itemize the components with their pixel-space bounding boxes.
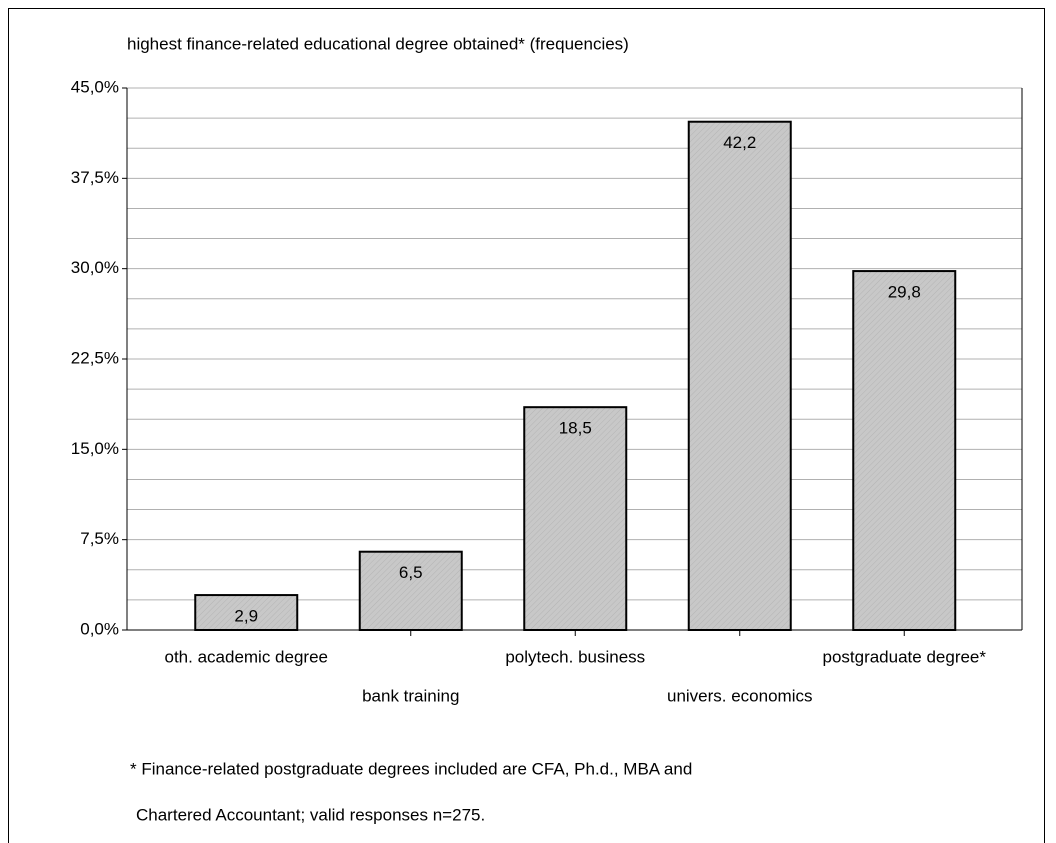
y-tick-label: 30,0% [71, 258, 119, 277]
footnote: * Finance-related postgraduate degrees i… [130, 759, 692, 778]
x-tick-label: polytech. business [505, 647, 645, 666]
y-tick-label: 0,0% [80, 619, 119, 638]
y-tick-label: 22,5% [71, 348, 119, 367]
bar [194, 594, 299, 631]
value-label: 2,9 [234, 607, 258, 626]
value-label: 42,2 [723, 133, 756, 152]
y-tick-label: 37,5% [71, 168, 119, 187]
x-tick-label: bank training [362, 686, 459, 705]
x-tick-label: univers. economics [667, 686, 813, 705]
bar [687, 120, 792, 631]
bar [358, 550, 463, 632]
value-label: 6,5 [399, 563, 423, 582]
bar [852, 270, 957, 631]
y-tick-label: 15,0% [71, 439, 119, 458]
chart-title: highest finance-related educational degr… [127, 34, 629, 53]
x-tick-label: oth. academic degree [165, 647, 329, 666]
footnote: Chartered Accountant; valid responses n=… [136, 805, 485, 824]
value-label: 18,5 [559, 419, 592, 438]
y-tick-label: 7,5% [80, 529, 119, 548]
bar [523, 406, 628, 631]
y-tick-label: 45,0% [71, 77, 119, 96]
value-label: 29,8 [888, 283, 921, 302]
frame [8, 8, 1045, 843]
x-tick-label: postgraduate degree* [822, 647, 986, 666]
